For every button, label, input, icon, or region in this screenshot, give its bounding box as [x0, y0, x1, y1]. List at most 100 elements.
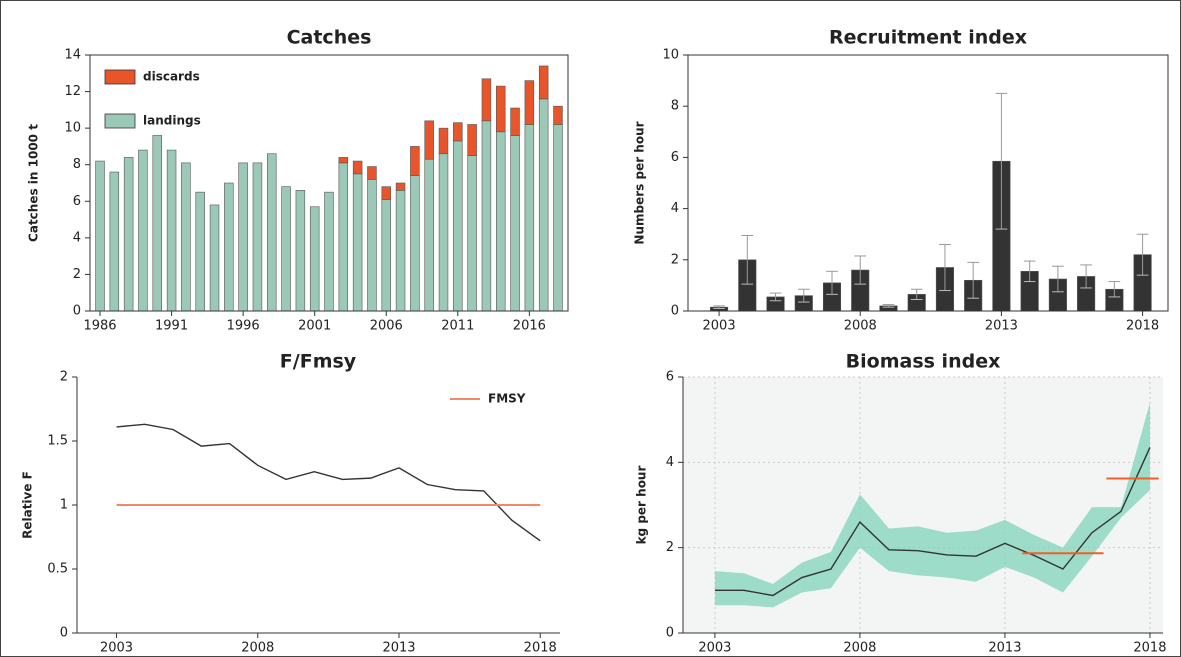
- y-tick-label: 6: [666, 370, 674, 385]
- x-tick-label: 2003: [703, 319, 736, 334]
- bar: [424, 120, 434, 160]
- bar: [381, 199, 391, 312]
- y-tick-label: 4: [671, 201, 679, 216]
- y-tick-label: 10: [64, 121, 81, 136]
- y-tick-label: 12: [64, 84, 81, 99]
- bar: [424, 158, 434, 312]
- bar: [410, 146, 420, 176]
- x-tick-label: 2013: [985, 319, 1018, 334]
- bar: [553, 124, 563, 312]
- x-tick-label: 2008: [843, 641, 876, 656]
- x-tick-label: 2013: [382, 641, 415, 656]
- data-line: [116, 423, 541, 542]
- bar: [453, 140, 463, 312]
- y-tick-label: 0.5: [47, 562, 68, 577]
- bar: [209, 204, 220, 312]
- chart-title: Biomass index: [846, 351, 1001, 373]
- y-axis-label: Relative F: [21, 471, 35, 539]
- bar: [495, 85, 506, 133]
- x-tick-label: 2018: [1133, 641, 1166, 656]
- x-tick-label: 2001: [298, 319, 331, 334]
- bar: [538, 65, 549, 100]
- bar: [395, 190, 406, 312]
- x-tick-label: 2008: [241, 641, 274, 656]
- y-tick-label: 2: [671, 252, 679, 267]
- data-line: [714, 447, 1151, 597]
- bar: [238, 162, 248, 312]
- x-tick-label: 2003: [698, 641, 731, 656]
- y-axis-label: kg per hour: [635, 466, 649, 545]
- y-tick-label: 8: [671, 99, 679, 114]
- bar: [181, 162, 191, 312]
- x-tick-label: 2008: [844, 319, 877, 334]
- bar: [352, 173, 363, 312]
- y-tick-label: 8: [73, 157, 81, 172]
- y-tick-label: 0: [666, 626, 674, 641]
- y-tick-label: 2: [60, 370, 68, 385]
- bar: [224, 182, 234, 312]
- bar: [166, 149, 177, 312]
- x-tick-label: 1991: [155, 319, 188, 334]
- bar: [252, 162, 263, 312]
- legend-swatch: [104, 69, 136, 85]
- y-tick-label: 1: [60, 498, 68, 513]
- y-tick-label: 1.5: [47, 434, 68, 449]
- bar: [481, 78, 492, 122]
- y-tick-label: 0: [671, 304, 679, 319]
- bar: [524, 80, 535, 125]
- confidence-band: [714, 402, 1150, 608]
- y-tick-label: 4: [73, 230, 81, 245]
- x-tick-label: 2011: [441, 319, 474, 334]
- bar: [267, 153, 277, 312]
- bar: [338, 162, 349, 312]
- y-tick-label: 4: [666, 455, 674, 470]
- bar: [338, 157, 349, 164]
- x-tick-label: 2016: [513, 319, 546, 334]
- bar: [324, 191, 334, 312]
- bar: [438, 153, 449, 312]
- chart-title: Catches: [287, 27, 372, 49]
- y-tick-label: 2: [73, 267, 81, 282]
- y-tick-label: 14: [64, 48, 81, 63]
- legend-label: landings: [143, 114, 201, 128]
- bar: [524, 124, 535, 312]
- x-tick-label: 2018: [524, 641, 557, 656]
- x-tick-label: 1986: [83, 319, 116, 334]
- bar: [410, 175, 420, 312]
- x-tick-label: 2006: [370, 319, 403, 334]
- bar: [367, 166, 377, 180]
- y-tick-label: 0: [73, 304, 81, 319]
- bar: [481, 120, 492, 312]
- x-tick-label: 2018: [1126, 319, 1159, 334]
- bar: [467, 124, 477, 156]
- chart-title: Recruitment index: [829, 27, 1027, 49]
- y-tick-label: 2: [666, 540, 674, 555]
- bar: [395, 182, 406, 191]
- bar: [138, 149, 148, 312]
- bar: [367, 179, 377, 312]
- x-tick-label: 2003: [100, 641, 133, 656]
- bar: [152, 135, 163, 312]
- chart-title: F/Fmsy: [280, 351, 357, 373]
- bar: [453, 122, 463, 142]
- bar: [510, 135, 520, 312]
- bar: [95, 160, 105, 312]
- bar: [495, 131, 506, 312]
- bar: [510, 107, 520, 136]
- bar: [309, 206, 320, 312]
- bar: [553, 105, 563, 125]
- y-tick-label: 6: [73, 194, 81, 209]
- bar: [381, 186, 391, 200]
- y-tick-label: 6: [671, 150, 679, 165]
- bar: [438, 127, 449, 155]
- x-tick-label: 2013: [988, 641, 1021, 656]
- legend-swatch: [104, 113, 136, 129]
- y-axis-label: Catches in 1000 t: [27, 124, 41, 242]
- x-tick-label: 1996: [227, 319, 260, 334]
- legend-label: FMSY: [488, 392, 526, 406]
- bar: [467, 155, 477, 312]
- bar: [295, 190, 306, 312]
- bar: [352, 160, 363, 175]
- plot-frame: [687, 54, 1169, 312]
